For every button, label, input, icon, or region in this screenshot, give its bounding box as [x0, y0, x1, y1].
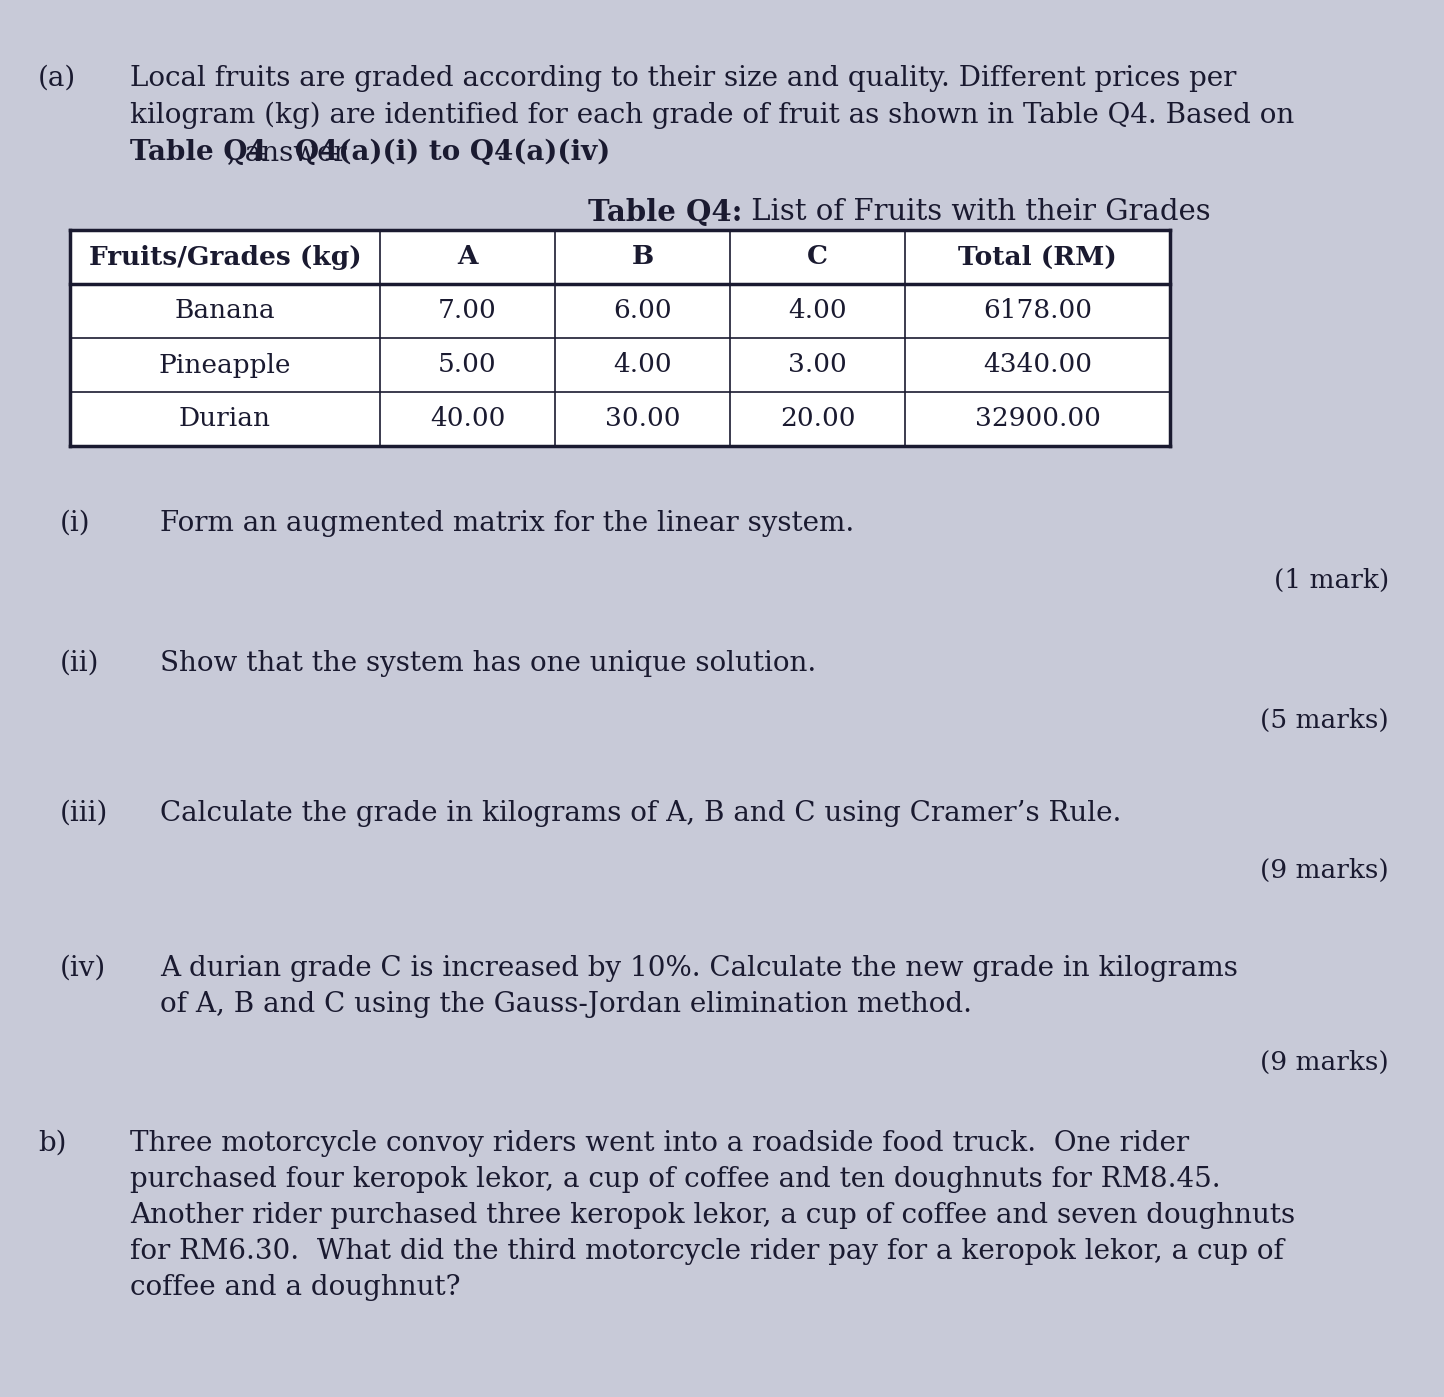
Text: , answer: , answer — [227, 138, 355, 166]
Text: Q4(a)(i) to Q4(a)(iv): Q4(a)(i) to Q4(a)(iv) — [295, 138, 611, 166]
Text: Durian: Durian — [179, 407, 271, 432]
Text: 4.00: 4.00 — [788, 299, 846, 324]
Text: 6178.00: 6178.00 — [983, 299, 1092, 324]
Text: (iv): (iv) — [61, 956, 107, 982]
Text: Banana: Banana — [175, 299, 276, 324]
Text: Local fruits are graded according to their size and quality. Different prices pe: Local fruits are graded according to the… — [130, 66, 1236, 92]
Text: (9 marks): (9 marks) — [1261, 858, 1389, 883]
Text: (i): (i) — [61, 510, 91, 536]
Text: Pineapple: Pineapple — [159, 352, 292, 377]
Text: Total (RM): Total (RM) — [959, 244, 1116, 270]
Text: b): b) — [38, 1130, 66, 1157]
Text: coffee and a doughnut?: coffee and a doughnut? — [130, 1274, 461, 1301]
Bar — [69, 231, 1170, 446]
Text: Table Q4:: Table Q4: — [588, 198, 742, 226]
Text: (9 marks): (9 marks) — [1261, 1051, 1389, 1076]
Text: (iii): (iii) — [61, 800, 108, 827]
Text: Table Q4: Table Q4 — [130, 138, 267, 166]
Text: List of Fruits with their Grades: List of Fruits with their Grades — [742, 198, 1210, 226]
Text: 30.00: 30.00 — [605, 407, 680, 432]
Text: A: A — [458, 244, 478, 270]
Text: for RM6.30.  What did the third motorcycle rider pay for a keropok lekor, a cup : for RM6.30. What did the third motorcycl… — [130, 1238, 1284, 1266]
Text: Calculate the grade in kilograms of A, B and C using Cramer’s Rule.: Calculate the grade in kilograms of A, B… — [160, 800, 1122, 827]
Text: .: . — [495, 138, 504, 166]
Text: 4.00: 4.00 — [614, 352, 671, 377]
Text: Fruits/Grades (kg): Fruits/Grades (kg) — [88, 244, 361, 270]
Text: 40.00: 40.00 — [430, 407, 505, 432]
Text: (ii): (ii) — [61, 650, 100, 678]
Text: (1 mark): (1 mark) — [1274, 569, 1389, 592]
Text: 6.00: 6.00 — [614, 299, 671, 324]
Text: A durian grade C is increased by 10%. Calculate the new grade in kilograms: A durian grade C is increased by 10%. Ca… — [160, 956, 1238, 982]
Text: 20.00: 20.00 — [780, 407, 855, 432]
Text: 5.00: 5.00 — [438, 352, 497, 377]
Text: purchased four keropok lekor, a cup of coffee and ten doughnuts for RM8.45.: purchased four keropok lekor, a cup of c… — [130, 1166, 1220, 1193]
Text: Form an augmented matrix for the linear system.: Form an augmented matrix for the linear … — [160, 510, 855, 536]
Text: (5 marks): (5 marks) — [1261, 708, 1389, 733]
Text: kilogram (kg) are identified for each grade of fruit as shown in Table Q4. Based: kilogram (kg) are identified for each gr… — [130, 102, 1294, 130]
Text: 7.00: 7.00 — [438, 299, 497, 324]
Text: (a): (a) — [38, 66, 77, 92]
Text: Three motorcycle convoy riders went into a roadside food truck.  One rider: Three motorcycle convoy riders went into… — [130, 1130, 1188, 1157]
Text: 3.00: 3.00 — [788, 352, 846, 377]
Text: 4340.00: 4340.00 — [983, 352, 1092, 377]
Text: Another rider purchased three keropok lekor, a cup of coffee and seven doughnuts: Another rider purchased three keropok le… — [130, 1201, 1295, 1229]
Text: of A, B and C using the Gauss-Jordan elimination method.: of A, B and C using the Gauss-Jordan eli… — [160, 990, 972, 1018]
Text: Show that the system has one unique solution.: Show that the system has one unique solu… — [160, 650, 816, 678]
Text: B: B — [631, 244, 654, 270]
Text: C: C — [807, 244, 827, 270]
Text: 32900.00: 32900.00 — [975, 407, 1100, 432]
